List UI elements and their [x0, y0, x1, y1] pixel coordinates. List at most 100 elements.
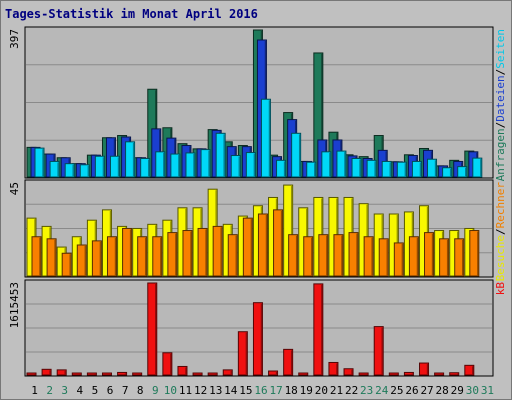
bar-body — [283, 348, 294, 376]
bar — [469, 230, 480, 277]
bar-body — [291, 132, 302, 178]
bar-body — [343, 368, 354, 376]
bar — [31, 236, 42, 277]
bar-body — [64, 163, 75, 178]
panel-top: 397 — [8, 26, 494, 179]
bar — [34, 147, 45, 178]
bar-body — [288, 234, 299, 277]
series-label-part: Besuche — [494, 235, 507, 281]
bar-body — [106, 236, 117, 277]
bar-body — [242, 217, 253, 277]
bar-body — [212, 225, 223, 277]
x-tick-label: 14 — [224, 384, 238, 397]
bar-body — [363, 236, 374, 277]
bar — [393, 242, 404, 277]
bar — [276, 159, 287, 178]
x-tick-label: 12 — [194, 384, 207, 397]
bar-body — [457, 166, 468, 178]
panel-bot: 1615453 — [8, 279, 494, 377]
bar-body — [132, 372, 143, 376]
bar-body — [313, 283, 324, 376]
x-tick-label: 24 — [375, 384, 389, 397]
bar — [155, 151, 166, 178]
bar — [424, 232, 435, 277]
x-tick-label: 29 — [451, 384, 464, 397]
bar — [71, 372, 82, 376]
bar — [86, 372, 97, 376]
bar — [152, 236, 163, 277]
bar — [257, 213, 268, 277]
bar-body — [336, 150, 347, 178]
bar — [207, 372, 218, 376]
bar-body — [215, 132, 226, 178]
bar — [366, 159, 377, 178]
bar-body — [31, 236, 42, 277]
bar-body — [46, 238, 57, 277]
series-label-part: kB — [494, 282, 507, 296]
bar-body — [140, 157, 151, 178]
bar-body — [207, 372, 218, 376]
bar-body — [94, 155, 105, 178]
bar — [464, 364, 475, 376]
x-tick-label: 27 — [420, 384, 433, 397]
x-tick-label: 3 — [61, 384, 68, 397]
bar — [283, 348, 294, 376]
bar — [378, 238, 389, 277]
bar-body — [434, 372, 445, 376]
y-max-label: 45 — [8, 182, 21, 195]
bar-body — [303, 236, 314, 277]
bar-body — [411, 160, 422, 178]
bar — [101, 372, 112, 376]
bar — [321, 151, 332, 178]
x-tick-label: 2 — [46, 384, 53, 397]
bar-body — [273, 209, 284, 277]
bar — [162, 352, 173, 376]
x-tick-label: 8 — [137, 384, 144, 397]
bar — [94, 155, 105, 178]
x-tick-label: 11 — [179, 384, 192, 397]
bar — [227, 234, 238, 277]
panel-mid: 45 — [8, 179, 494, 278]
bar-body — [419, 362, 430, 376]
x-tick-label: 20 — [315, 384, 328, 397]
bar — [403, 371, 414, 376]
bar — [230, 155, 241, 178]
bar — [396, 161, 407, 178]
bar — [273, 209, 284, 277]
bar-body — [86, 372, 97, 376]
bar — [343, 368, 354, 376]
bar-body — [162, 352, 173, 376]
x-tick-label: 9 — [152, 384, 159, 397]
bar — [125, 141, 136, 178]
bar — [41, 368, 52, 376]
x-tick-label: 10 — [164, 384, 177, 397]
bar-body — [125, 141, 136, 178]
bar — [212, 225, 223, 277]
bar — [245, 152, 256, 178]
bar-body — [403, 371, 414, 376]
bar — [363, 236, 374, 277]
bar — [381, 160, 392, 178]
bar-body — [177, 365, 188, 376]
x-tick-label: 19 — [300, 384, 313, 397]
bar-body — [348, 232, 359, 277]
bar — [252, 302, 263, 376]
x-tick-label: 16 — [254, 384, 267, 397]
bar — [333, 234, 344, 277]
bar — [291, 132, 302, 178]
bar — [449, 372, 460, 376]
bar — [303, 236, 314, 277]
bar-body — [358, 372, 369, 376]
bar — [242, 217, 253, 277]
x-tick-label: 6 — [107, 384, 114, 397]
bar-body — [227, 234, 238, 277]
bar-body — [222, 369, 233, 376]
bar-body — [427, 158, 438, 178]
x-tick-label: 13 — [209, 384, 222, 397]
bar-body — [366, 159, 377, 178]
x-tick-label: 18 — [285, 384, 298, 397]
bar — [457, 166, 468, 178]
bar-body — [408, 236, 419, 277]
bar — [167, 232, 178, 277]
bar-body — [378, 238, 389, 277]
